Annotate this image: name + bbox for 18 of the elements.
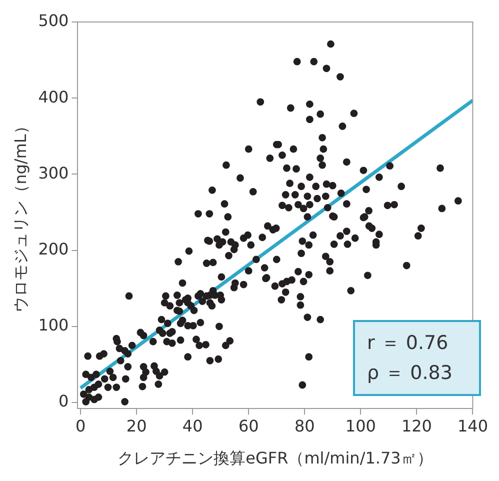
- x-tick-label: 80: [294, 416, 315, 436]
- y-tick-label: 300: [38, 163, 69, 182]
- x-tick-label: 60: [238, 416, 259, 436]
- y-tick-label: 200: [38, 239, 69, 258]
- y-tick-label: 0: [58, 392, 69, 411]
- x-tick-label: 0: [75, 416, 86, 436]
- x-tick-label: 40: [182, 416, 203, 436]
- x-tick-label: 140: [457, 416, 488, 436]
- annotation: ρ ＝ 0.83: [367, 361, 454, 386]
- y-tick-label: 500: [38, 11, 69, 30]
- annotation: r ＝ 0.76: [367, 331, 450, 356]
- x-tick-label: 100: [345, 416, 376, 436]
- x-tick-label: 120: [401, 416, 432, 436]
- y-axis-title: ウロモジュリン（ng/mL）: [10, 118, 30, 312]
- x-tick-label: 20: [126, 416, 147, 436]
- y-tick-label: 100: [38, 316, 69, 335]
- y-tick-label: 400: [38, 87, 69, 106]
- x-axis-title: クレアチニン換算eGFR（ml/min/1.73㎡）: [118, 448, 433, 468]
